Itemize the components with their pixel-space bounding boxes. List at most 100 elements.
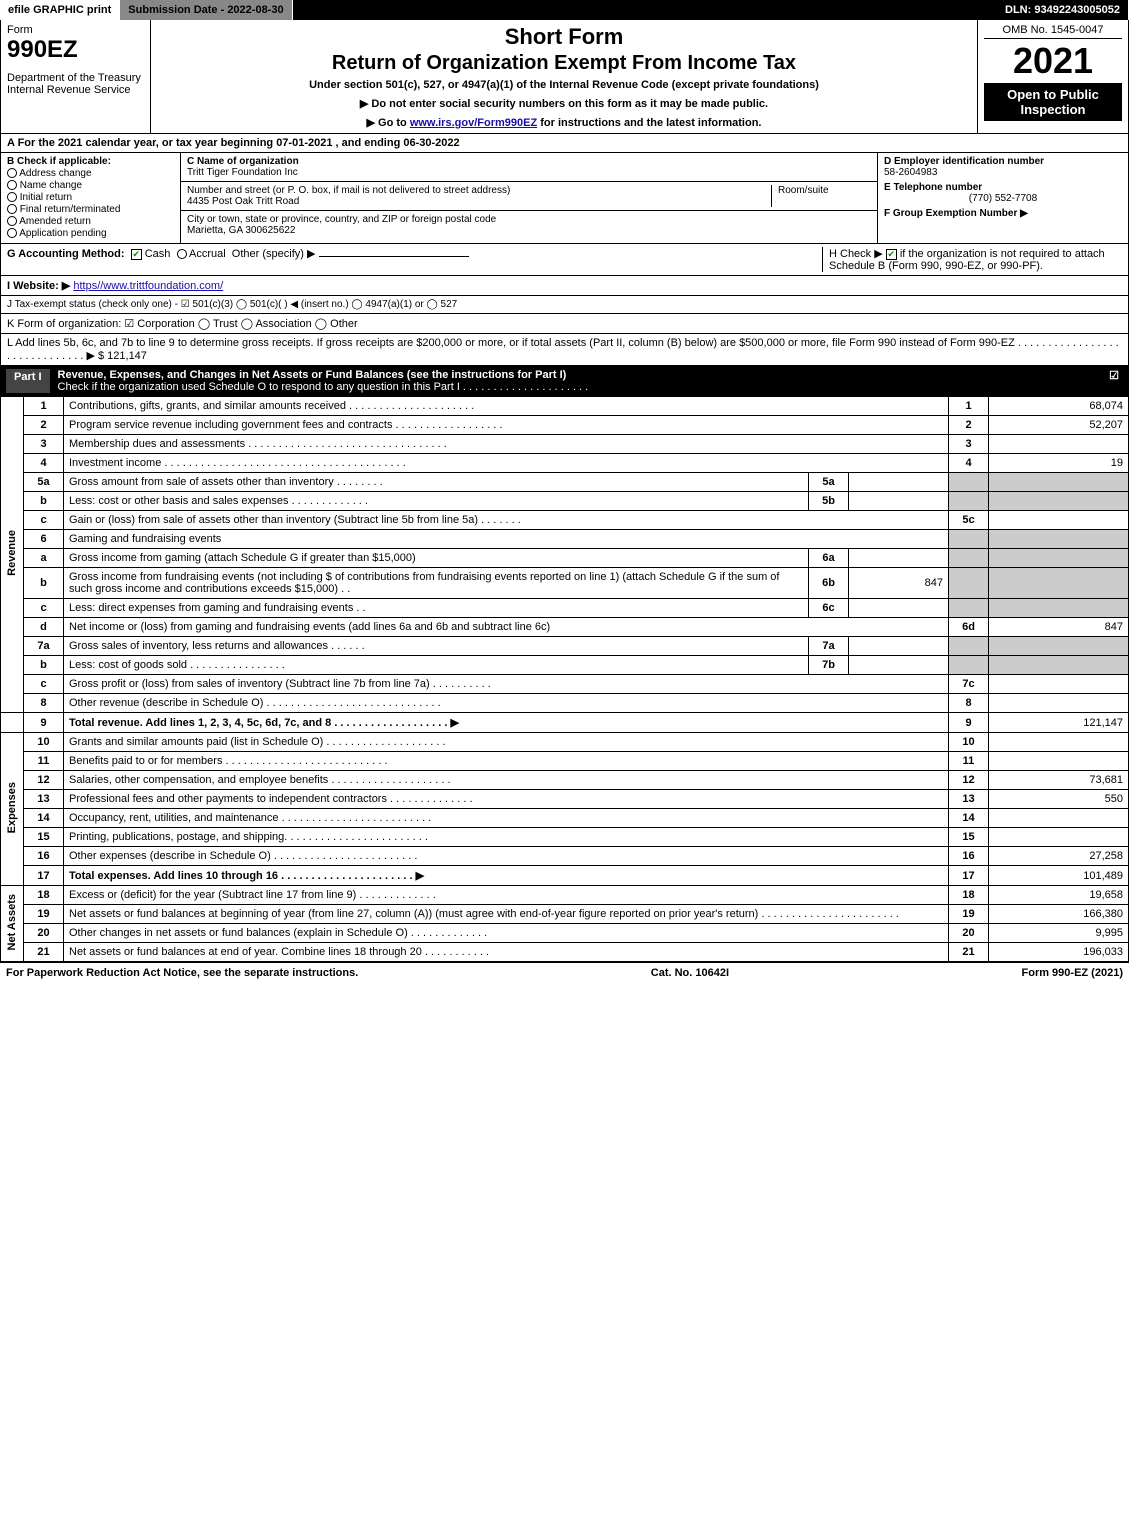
- l5c-text: Gain or (loss) from sale of assets other…: [64, 511, 949, 530]
- l19-num: 19: [24, 905, 64, 924]
- line-5b: bLess: cost or other basis and sales exp…: [1, 492, 1129, 511]
- addr-value: 4435 Post Oak Tritt Road: [187, 196, 299, 207]
- chk-name-change[interactable]: Name change: [7, 180, 174, 191]
- l7b-text: Less: cost of goods sold . . . . . . . .…: [64, 656, 809, 675]
- l6c-text: Less: direct expenses from gaming and fu…: [64, 599, 809, 618]
- l7a-shade1: [949, 637, 989, 656]
- chk-cash[interactable]: [131, 249, 142, 260]
- l1-val: 68,074: [989, 397, 1129, 416]
- chk-initial-return[interactable]: Initial return: [7, 192, 174, 203]
- l11-val: [989, 752, 1129, 771]
- chk-app-pending[interactable]: Application pending: [7, 228, 174, 239]
- l7b-iv: [849, 656, 949, 675]
- cash-label: Cash: [145, 248, 171, 260]
- chk-amended[interactable]: Amended return: [7, 216, 174, 227]
- line-l-text: L Add lines 5b, 6c, and 7b to line 9 to …: [7, 337, 1119, 362]
- website-link[interactable]: https//www.trittfoundation.com/: [73, 280, 223, 292]
- chk-initial-return-label: Initial return: [20, 192, 72, 203]
- section-c: C Name of organization Tritt Tiger Found…: [181, 153, 878, 243]
- l5c-num: c: [24, 511, 64, 530]
- city-block: City or town, state or province, country…: [181, 211, 877, 239]
- line-21: 21Net assets or fund balances at end of …: [1, 943, 1129, 962]
- l13-val: 550: [989, 790, 1129, 809]
- row-l: L Add lines 5b, 6c, and 7b to line 9 to …: [0, 334, 1129, 366]
- title-return: Return of Organization Exempt From Incom…: [157, 52, 971, 75]
- l5a-shade1: [949, 473, 989, 492]
- l5b-shade2: [989, 492, 1129, 511]
- title-short-form: Short Form: [157, 24, 971, 50]
- l21-text: Net assets or fund balances at end of ye…: [64, 943, 949, 962]
- l8-val: [989, 694, 1129, 713]
- line-13: 13Professional fees and other payments t…: [1, 790, 1129, 809]
- accrual-label: Accrual: [189, 248, 226, 260]
- addr-label: Number and street (or P. O. box, if mail…: [187, 185, 510, 196]
- dln-label: DLN: 93492243005052: [997, 0, 1129, 20]
- l16-text: Other expenses (describe in Schedule O) …: [64, 847, 949, 866]
- l7a-ic: 7a: [809, 637, 849, 656]
- l14-val: [989, 809, 1129, 828]
- l20-text: Other changes in net assets or fund bala…: [64, 924, 949, 943]
- l13-text: Professional fees and other payments to …: [64, 790, 949, 809]
- line-8: 8Other revenue (describe in Schedule O) …: [1, 694, 1129, 713]
- note-ssn: ▶ Do not enter social security numbers o…: [157, 97, 971, 110]
- l7c-num: c: [24, 675, 64, 694]
- tax-year: 2021: [984, 43, 1122, 79]
- l16-col: 16: [949, 847, 989, 866]
- row-g: G Accounting Method: Cash Accrual Other …: [7, 247, 822, 272]
- l7b-shade1: [949, 656, 989, 675]
- form-of-org: K Form of organization: ☑ Corporation ◯ …: [7, 317, 1122, 330]
- line-7c: cGross profit or (loss) from sales of in…: [1, 675, 1129, 694]
- l5b-num: b: [24, 492, 64, 511]
- line-19: 19Net assets or fund balances at beginni…: [1, 905, 1129, 924]
- lines-table: Revenue 1 Contributions, gifts, grants, …: [0, 396, 1129, 962]
- chk-accrual[interactable]: [177, 249, 187, 259]
- omb-number: OMB No. 1545-0047: [984, 24, 1122, 39]
- footer-left: For Paperwork Reduction Act Notice, see …: [6, 967, 358, 979]
- efile-label[interactable]: efile GRAPHIC print: [0, 0, 120, 20]
- l19-col: 19: [949, 905, 989, 924]
- l2-text: Program service revenue including govern…: [64, 416, 949, 435]
- line-17: 17Total expenses. Add lines 10 through 1…: [1, 866, 1129, 886]
- l7c-text: Gross profit or (loss) from sales of inv…: [64, 675, 949, 694]
- l7b-num: b: [24, 656, 64, 675]
- l5a-ic: 5a: [809, 473, 849, 492]
- org-name: Tritt Tiger Foundation Inc: [187, 167, 298, 178]
- part-i-checkbox[interactable]: ☑: [1105, 369, 1123, 393]
- l6a-num: a: [24, 549, 64, 568]
- chk-address-change[interactable]: Address change: [7, 168, 174, 179]
- form-header: Form 990EZ Department of the Treasury In…: [0, 20, 1129, 134]
- l6d-col: 6d: [949, 618, 989, 637]
- line-7a: 7aGross sales of inventory, less returns…: [1, 637, 1129, 656]
- footer-center: Cat. No. 10642I: [651, 967, 729, 979]
- irs-link[interactable]: www.irs.gov/Form990EZ: [410, 117, 537, 129]
- l14-num: 14: [24, 809, 64, 828]
- l6a-iv: [849, 549, 949, 568]
- l13-num: 13: [24, 790, 64, 809]
- org-name-block: C Name of organization Tritt Tiger Found…: [181, 153, 877, 182]
- chk-final-return[interactable]: Final return/terminated: [7, 204, 174, 215]
- l3-val: [989, 435, 1129, 454]
- l7b-ic: 7b: [809, 656, 849, 675]
- l18-num: 18: [24, 886, 64, 905]
- line-10: Expenses 10Grants and similar amounts pa…: [1, 733, 1129, 752]
- row-i: I Website: ▶ https//www.trittfoundation.…: [0, 276, 1129, 296]
- l4-val: 19: [989, 454, 1129, 473]
- l12-col: 12: [949, 771, 989, 790]
- l9-val: 121,147: [989, 713, 1129, 733]
- l5a-iv: [849, 473, 949, 492]
- page-footer: For Paperwork Reduction Act Notice, see …: [0, 962, 1129, 983]
- l3-text: Membership dues and assessments . . . . …: [64, 435, 949, 454]
- chk-schedule-b[interactable]: [886, 249, 897, 260]
- line-11: 11Benefits paid to or for members . . . …: [1, 752, 1129, 771]
- l10-col: 10: [949, 733, 989, 752]
- l6-shade1: [949, 530, 989, 549]
- other-specify-input[interactable]: [319, 256, 469, 257]
- netassets-rotated-label: Net Assets: [6, 894, 18, 950]
- submission-date: Submission Date - 2022-08-30: [120, 0, 292, 20]
- l1-num: 1: [24, 397, 64, 416]
- l6c-ic: 6c: [809, 599, 849, 618]
- line-5a: 5aGross amount from sale of assets other…: [1, 473, 1129, 492]
- l14-col: 14: [949, 809, 989, 828]
- ein-value: 58-2604983: [884, 167, 1122, 178]
- l5c-val: [989, 511, 1129, 530]
